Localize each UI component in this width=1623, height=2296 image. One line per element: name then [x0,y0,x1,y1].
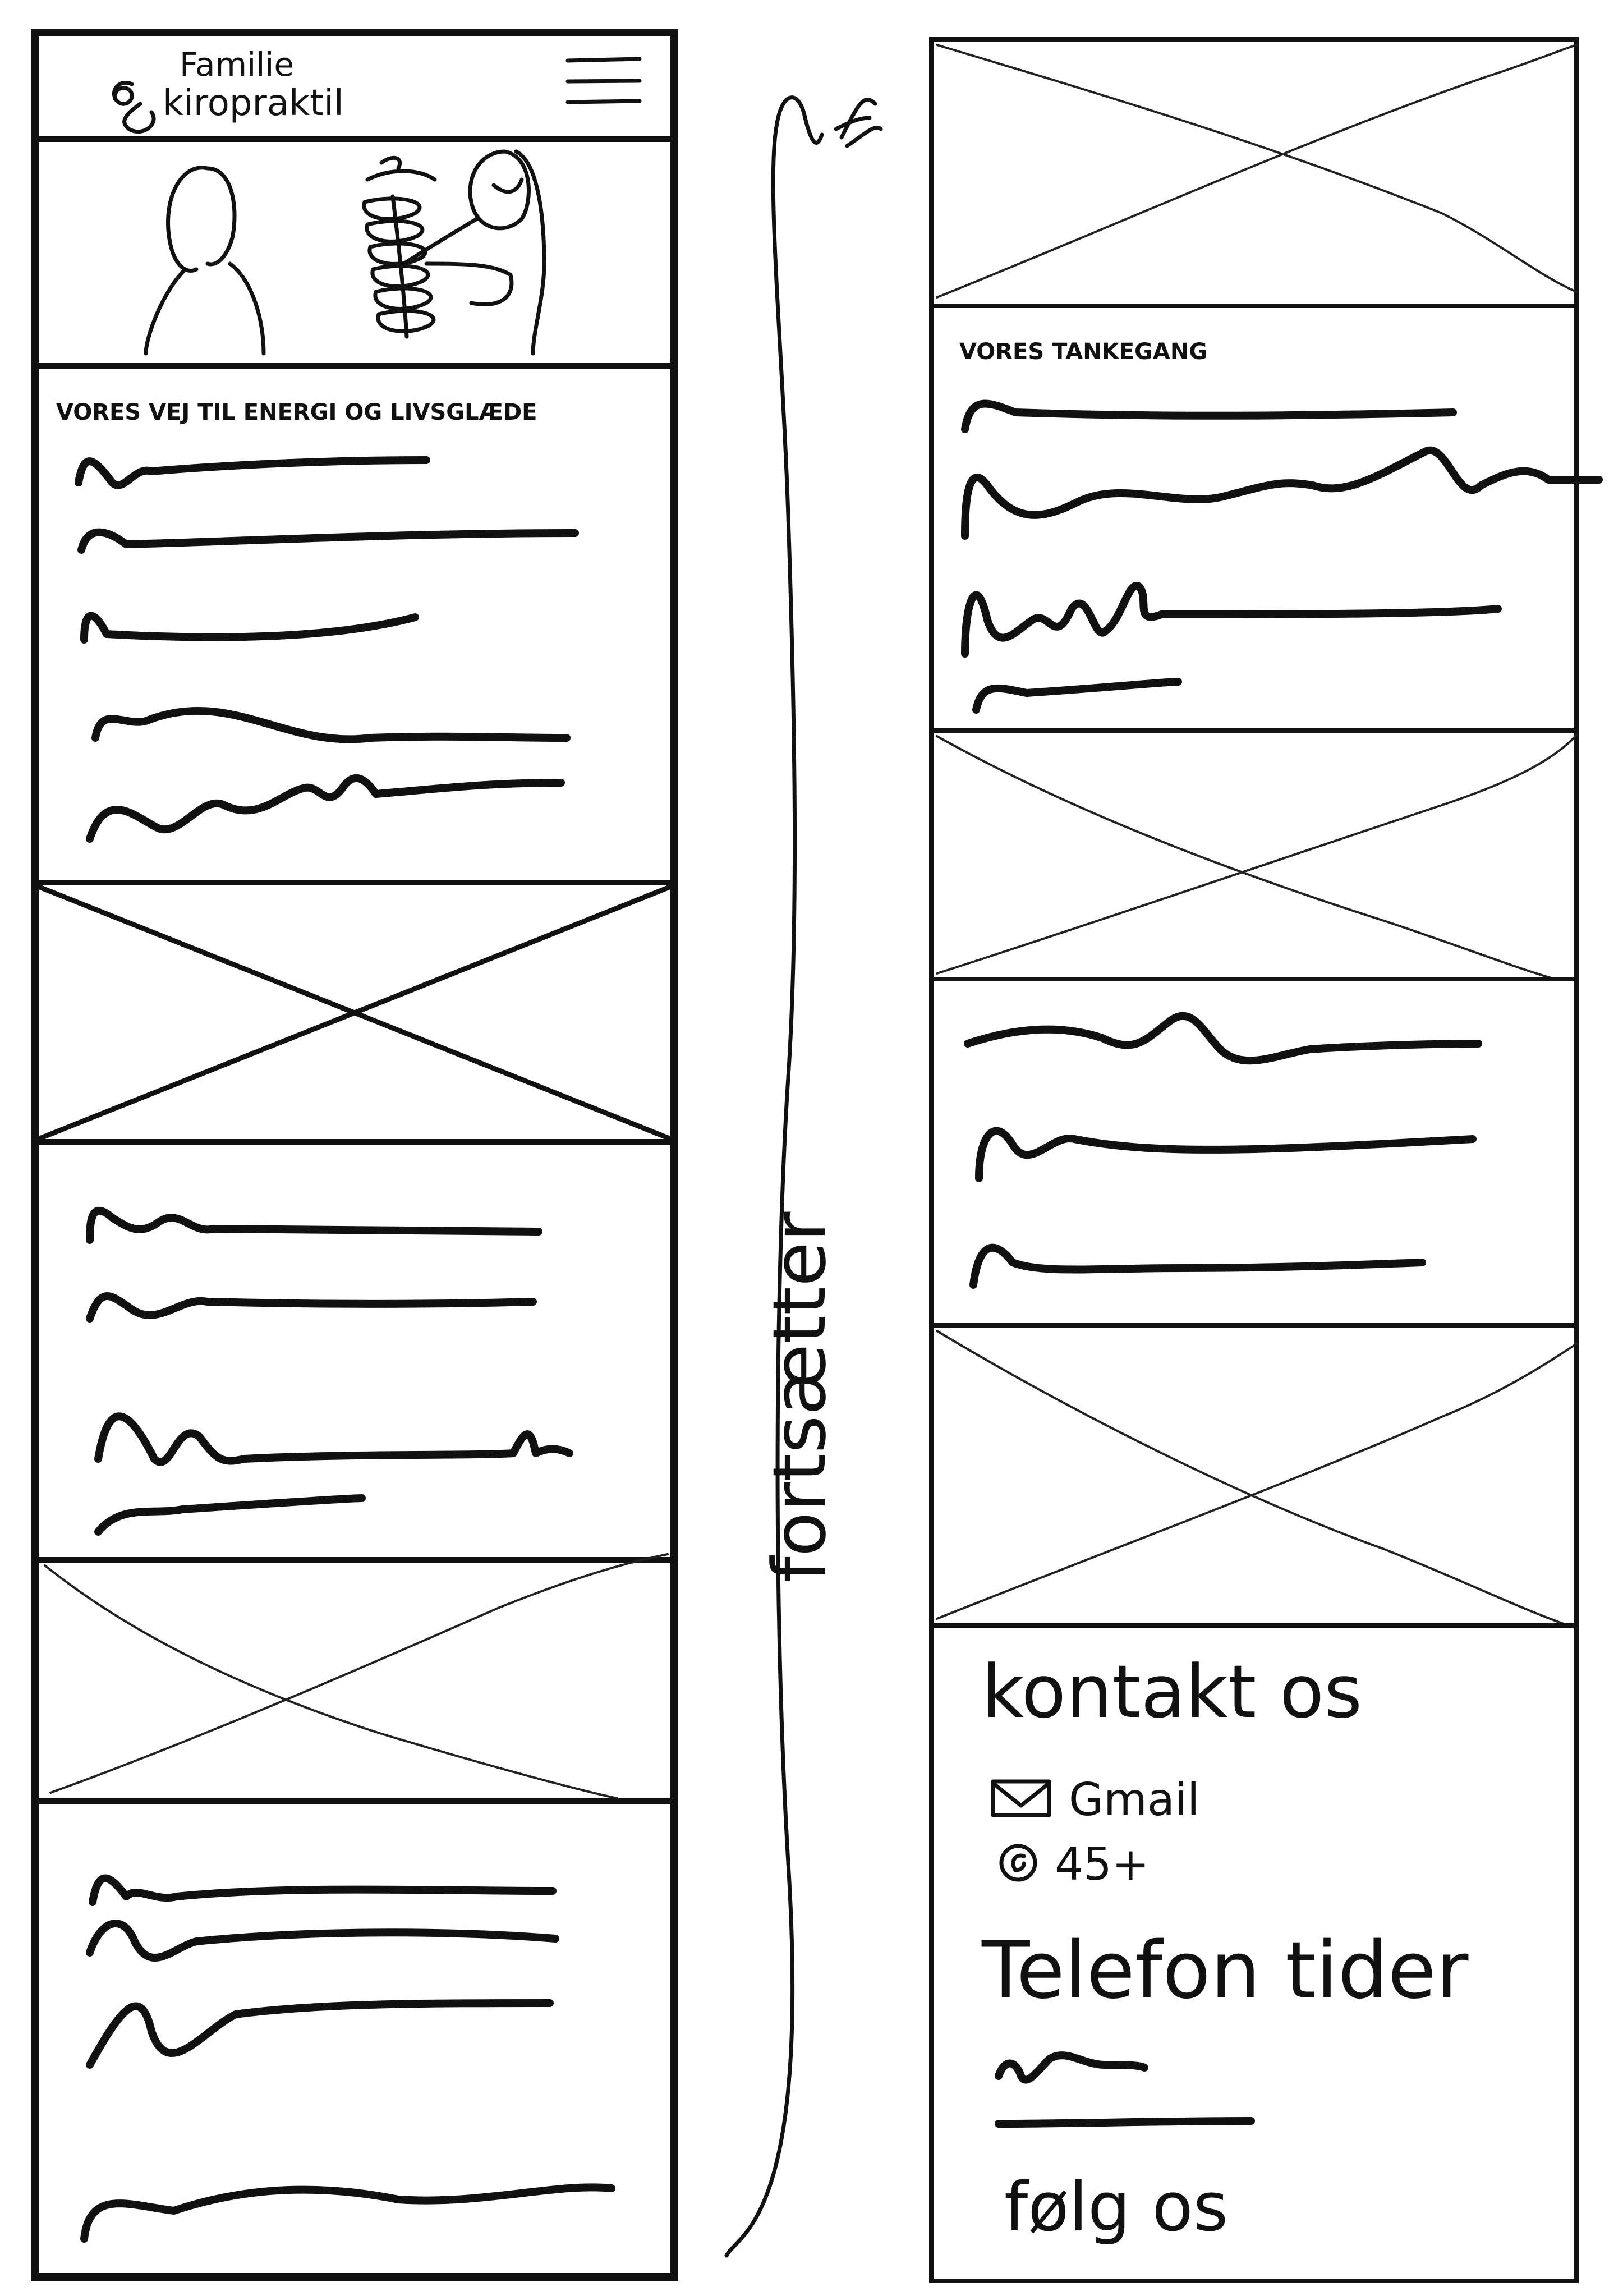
mail-icon [991,1779,1051,1817]
left-section-text-3 [80,1874,615,2243]
text-line [94,1412,573,1466]
text-line [75,456,430,489]
arrow-head-icon [834,98,883,148]
contact-section: kontakt os Gmail 45+ Telefon tider følg … [981,1649,1469,2247]
left-phone-frame [31,29,678,2281]
text-line [975,1127,1477,1182]
right-section-text-2 [931,1012,1576,1328]
continuation-label: fortsætter [757,1211,842,1582]
phone-hours-title: Telefon tider [981,1925,1469,2017]
left-section-heading: VORES VEJ TIL ENERGI OG LIVSGLÆDE [56,399,537,425]
text-line [995,2117,1255,2128]
contact-email-row[interactable]: Gmail [991,1774,1199,1826]
left-phone-wireframe: Familie kiropraktil [31,29,678,2281]
text-line [89,1874,557,1906]
logo-spiral-icon [112,80,156,134]
right-phone-wireframe: VORES TANKEGANG kontakt o [929,37,1603,2283]
hamburger-menu-icon[interactable] [565,57,642,104]
contact-phone-row[interactable]: 45+ [999,1838,1150,1890]
contact-phone[interactable]: 45+ [1055,1838,1150,1890]
follow-title: følg os [1004,2169,1228,2247]
text-line [86,1206,542,1244]
contact-title: kontakt os [982,1649,1362,1734]
text-line [94,1494,366,1536]
left-image-placeholder-1 [35,884,674,1145]
logo: Familie kiropraktil [112,45,344,134]
right-image-placeholder-2 [931,734,1578,981]
text-line [86,774,565,843]
text-line [86,1292,537,1323]
right-phone-frame [929,37,1579,2283]
text-line [961,446,1603,540]
text-line [961,582,1502,658]
text-line [969,1243,1426,1289]
text-line [80,612,419,644]
left-image-placeholder-2 [35,1553,674,1804]
text-line [995,2051,1148,2084]
hero-illustration [35,149,674,369]
logo-line1: Familie [180,45,294,84]
text-line [961,399,1457,433]
contact-email[interactable]: Gmail [1069,1774,1199,1826]
right-section-thinking: VORES TANKEGANG [931,339,1603,733]
text-line [972,678,1182,714]
right-section-heading: VORES TANKEGANG [959,339,1207,365]
text-line [91,706,571,743]
continuation-connector: fortsætter [724,95,883,2258]
connector-line [724,95,824,2258]
left-section-energy: VORES VEJ TIL ENERGI OG LIVSGLÆDE [35,399,674,885]
text-line [77,528,579,554]
text-line [86,1920,559,1962]
left-header: Familie kiropraktil [35,45,674,142]
left-section-text-2 [35,1206,674,1563]
logo-line2: kiropraktil [163,82,344,124]
phone-icon [999,1844,1037,1882]
right-image-placeholder-1 [931,44,1578,308]
spine-icon [362,194,436,339]
right-image-placeholder-3 [931,1330,1578,1629]
text-line [86,1999,554,2069]
text-line [964,1012,1482,1065]
text-line [80,2183,615,2243]
